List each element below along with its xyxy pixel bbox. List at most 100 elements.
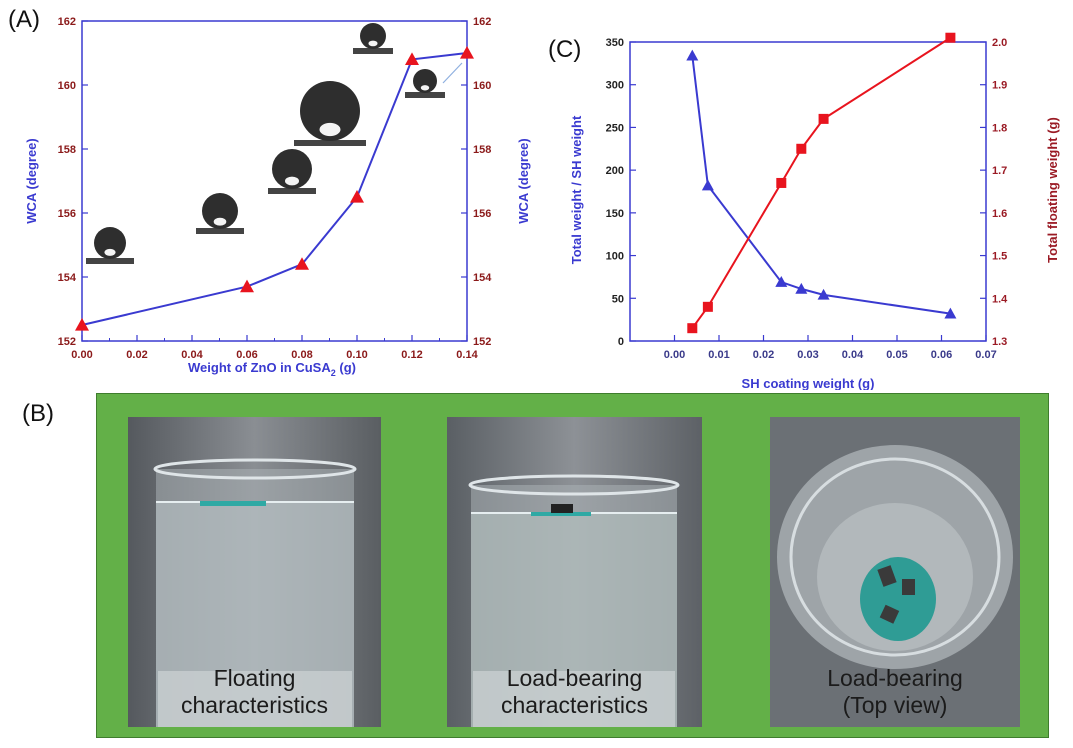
x-tick-label: 0.05 (886, 349, 907, 361)
floating-weight-data-point (702, 301, 713, 312)
photos-panel: Floating characteristics Load-bearing ch… (96, 393, 1049, 738)
droplet-photo (294, 81, 366, 146)
droplet-photo (86, 227, 134, 264)
y-tick-label-right: 2.0 (992, 37, 1007, 49)
chart-c-frame (629, 41, 987, 342)
y-tick-label: 350 (606, 37, 624, 49)
y-tick-label: 154 (58, 272, 77, 284)
wca-series-line (81, 52, 468, 326)
x-tick-label: 0.02 (126, 349, 147, 361)
y-tick-label: 50 (612, 293, 624, 305)
x-tick-label: 0.02 (753, 349, 774, 361)
floating-caption-line1: Floating (213, 665, 296, 691)
x-tick-label: 0.04 (181, 349, 203, 361)
droplet-photo (353, 23, 393, 54)
ratio-series-line (691, 55, 951, 315)
y-tick-label-right: 1.6 (992, 208, 1007, 220)
wca-data-point (460, 46, 474, 59)
load-caption-line2: characteristics (501, 692, 648, 718)
chart-a-markers (75, 46, 474, 331)
y-tick-label-right: 1.9 (992, 80, 1007, 92)
x-tick-label: 0.06 (236, 349, 257, 361)
y-tick-label: 158 (58, 144, 76, 156)
y-tick-label: 0 (618, 336, 624, 348)
beaker-floating-illustration (128, 417, 381, 727)
chart-a-ylabel-right: WCA (degree) (516, 138, 531, 223)
droplet-photo (196, 193, 244, 234)
y-tick-label-right: 1.5 (992, 251, 1007, 263)
droplet-photo (268, 149, 316, 194)
floating-weight-data-point (818, 113, 829, 124)
floating-weight-series-line (691, 36, 951, 329)
x-tick-label: 0.06 (931, 349, 952, 361)
chart-c-ylabel: Total weight / SH weight (569, 115, 584, 264)
x-tick-label: 0.00 (664, 349, 685, 361)
floating-caption-line2: characteristics (181, 692, 328, 718)
y-tick-label: 300 (606, 80, 624, 92)
wca-data-point (350, 190, 364, 203)
y-tick-label-right: 156 (473, 208, 491, 220)
y-tick-label-right: 152 (473, 336, 491, 348)
x-tick-label: 0.03 (797, 349, 818, 361)
ratio-data-point (686, 49, 699, 61)
x-tick-label: 0.01 (708, 349, 729, 361)
x-tick-label: 0.08 (291, 349, 312, 361)
y-tick-label: 150 (606, 208, 624, 220)
ratio-data-point (775, 276, 788, 287)
x-tick-label: 0.07 (975, 349, 996, 361)
beaker-load-illustration (447, 417, 702, 727)
floating-weight-data-point (687, 323, 698, 334)
panel-c-label: (C) (548, 36, 582, 63)
floating-photo: Floating characteristics (128, 417, 381, 727)
y-tick-label: 156 (58, 208, 76, 220)
y-tick-label: 160 (58, 80, 76, 92)
floating-weight-data-point (796, 143, 807, 154)
wca-data-point (240, 279, 254, 293)
y-tick-label: 100 (606, 251, 624, 263)
y-tick-label-right: 162 (473, 16, 491, 28)
ratio-data-point (944, 307, 957, 319)
y-tick-label-right: 160 (473, 80, 491, 92)
arrow-annotation (442, 62, 463, 84)
ratio-data-point (701, 179, 714, 191)
wca-data-point (295, 257, 309, 270)
chart-a-ylabel: WCA (degree) (24, 138, 39, 223)
ratio-data-point (795, 282, 808, 294)
x-tick-label: 0.14 (456, 349, 478, 361)
panel-b-label: (B) (22, 400, 54, 427)
floating-weight-data-point (776, 177, 787, 188)
x-tick-label: 0.10 (346, 349, 367, 361)
droplet-photo (405, 69, 445, 98)
top-view-caption-line1: Load-bearing (827, 665, 963, 691)
y-tick-label-right: 1.8 (992, 122, 1007, 134)
y-tick-label-right: 1.3 (992, 336, 1007, 348)
floating-weight-data-point (945, 32, 956, 43)
y-tick-label-right: 158 (473, 144, 491, 156)
load-chart: 0.00 0.01 0.02 0.03 0.04 0.05 0.06 0.07 0 50 100 15… (569, 32, 1060, 390)
y-tick-label: 200 (606, 165, 624, 177)
top-view-caption-line2: (Top view) (842, 692, 948, 718)
chart-c-ticks: 0.00 0.01 0.02 0.03 0.04 0.05 0.06 0.07 0 50 100 15… (606, 37, 1009, 361)
y-tick-label-right: 1.4 (992, 293, 1008, 305)
x-tick-label: 0.12 (401, 349, 422, 361)
y-tick-label-right: 1.7 (992, 165, 1007, 177)
y-tick-label: 250 (606, 122, 624, 134)
droplet-photos (86, 23, 445, 264)
y-tick-label: 162 (58, 16, 76, 28)
wca-data-point (75, 318, 89, 331)
x-tick-label: 0.04 (842, 349, 864, 361)
load-bearing-photo: Load-bearing characteristics (447, 417, 702, 727)
load-caption-line1: Load-bearing (506, 665, 643, 691)
chart-c-markers (686, 32, 957, 334)
chart-a-frame (81, 20, 468, 342)
y-tick-label-right: 154 (473, 272, 492, 284)
wca-data-point (405, 52, 419, 65)
chart-c-xlabel: SH coating weight (g) (742, 376, 875, 390)
beaker-top-view-illustration (770, 417, 1020, 727)
panel-a-label: (A) (8, 6, 40, 33)
top-view-photo: Load-bearing (Top view) (770, 417, 1020, 727)
chart-a-xlabel: Weight of ZnO in CuSA2 (g) (188, 360, 356, 378)
ratio-data-point (817, 288, 830, 300)
